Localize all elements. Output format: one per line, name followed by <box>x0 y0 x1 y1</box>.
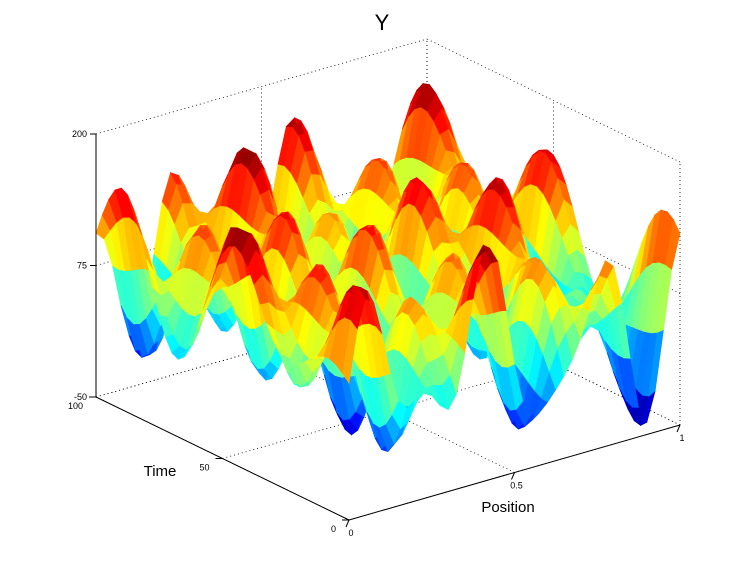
axis-layer: 0 0.5 1 0 50 100-50 75 200 <box>68 129 685 538</box>
y-axis-label: Time <box>144 463 177 480</box>
y-tick-label: 50 <box>199 463 209 473</box>
z-tick-label: 75 <box>77 261 87 271</box>
surface-patch <box>665 218 681 270</box>
grid-line-right-z2 <box>426 38 681 163</box>
z-tick-label: -50 <box>74 392 87 402</box>
y-tick-label: 100 <box>68 401 83 411</box>
x-tick-mark <box>511 472 515 480</box>
chart-title: Y <box>375 10 390 35</box>
x-tick-label: 0.5 <box>510 481 523 491</box>
y-tick-label: 0 <box>331 524 336 534</box>
grid-line-back-z2 <box>95 38 428 135</box>
x-tick-label: 0 <box>348 528 353 538</box>
x-tick-label: 1 <box>679 433 684 443</box>
surface-layer <box>95 83 681 453</box>
x-axis-label: Position <box>481 499 534 516</box>
z-tick-label: 200 <box>72 129 87 139</box>
x-tick-mark <box>676 424 681 433</box>
x-tick-mark <box>345 519 350 528</box>
